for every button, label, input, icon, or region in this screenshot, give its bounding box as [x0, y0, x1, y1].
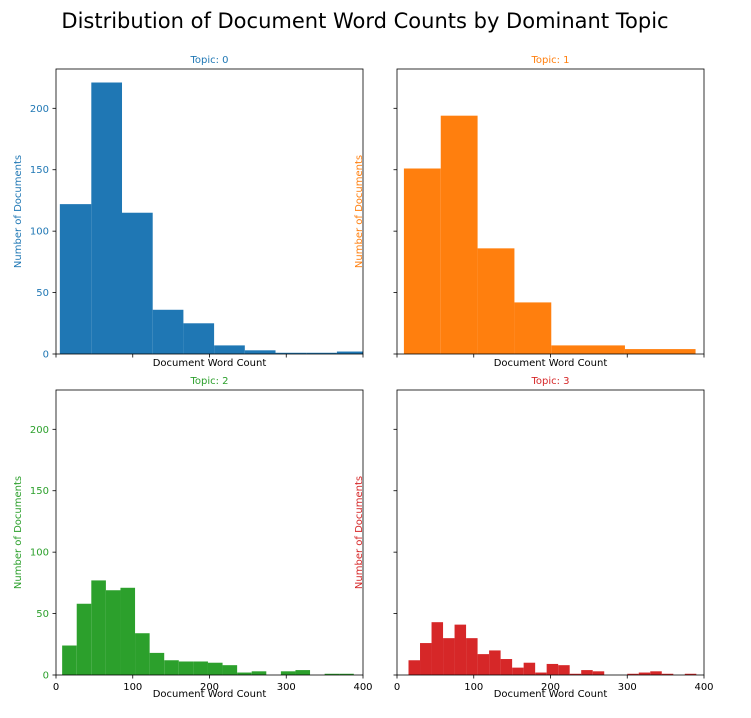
x-tick-label: 200: [541, 682, 560, 693]
y-axis-label: Number of Documents: [354, 476, 365, 589]
histogram-bar: [624, 349, 696, 354]
y-tick-label: 100: [30, 548, 49, 559]
histogram-bar: [523, 662, 536, 675]
histogram-bar: [193, 661, 208, 675]
histogram-bar: [59, 204, 92, 354]
histogram-bar: [420, 643, 432, 675]
histogram-bar: [91, 580, 106, 675]
histogram-bar: [105, 590, 121, 675]
histogram-bar: [336, 351, 363, 354]
x-axis-label: Document Word Count: [153, 689, 267, 700]
histogram-bar: [122, 212, 153, 354]
histogram-bar: [135, 633, 150, 675]
histogram-bar: [546, 663, 559, 675]
y-tick-label: 50: [36, 288, 49, 299]
y-axis-label: Number of Documents: [354, 155, 365, 268]
x-tick-label: 100: [123, 682, 142, 693]
x-axis-label: Document Word Count: [153, 358, 267, 369]
y-tick-label: 200: [30, 425, 49, 436]
subplot-title: Topic: 2: [189, 376, 228, 387]
x-tick-label: 0: [394, 682, 400, 693]
subplot-topic-0: 0 50 100 150 200 Topic: 0 Document Word Count N…: [13, 55, 364, 369]
histogram-bar: [244, 350, 276, 354]
histogram-bars: [62, 580, 354, 675]
histogram-bar: [207, 662, 223, 675]
x-tick-label: 100: [464, 682, 483, 693]
histogram-bar: [164, 660, 179, 675]
histogram-bars: [59, 82, 363, 354]
histogram-bar: [403, 168, 441, 354]
y-axis-label: Number of Documents: [13, 155, 24, 268]
y-tick-label: 100: [30, 227, 49, 238]
histogram-bar: [638, 672, 651, 675]
histogram-bar: [408, 660, 421, 675]
histogram-bar: [477, 654, 490, 675]
histogram-bar: [514, 302, 552, 354]
histogram-bar: [477, 248, 515, 354]
y-tick-label: 0: [43, 671, 49, 682]
x-axis-label: Document Word Count: [494, 689, 608, 700]
y-tick-label: 150: [30, 165, 49, 176]
histogram-bar: [183, 323, 215, 354]
histogram-bar: [512, 667, 524, 675]
x-tick-label: 300: [277, 682, 296, 693]
subplot-title: Topic: 3: [530, 376, 569, 387]
histogram-bar: [62, 645, 77, 675]
histogram-bar: [627, 673, 639, 675]
histogram-bar: [569, 673, 582, 675]
x-tick-label: 300: [618, 682, 637, 693]
histogram-bar: [324, 673, 340, 675]
subplot-topic-1: Topic: 1 Document Word Count Number of Doc…: [354, 55, 705, 369]
figure-title: Distribution of Document Word Counts by …: [61, 9, 668, 33]
histogram-bar: [280, 671, 296, 675]
histogram-bar: [178, 661, 194, 675]
histogram-bar: [650, 671, 662, 675]
y-tick-label: 150: [30, 486, 49, 497]
histogram-bar: [489, 650, 501, 675]
histogram-bar: [431, 622, 444, 675]
subplot-topic-3: 0 100 200 300 400 Topic: 3 Document Word Count…: [354, 376, 714, 700]
histogram-bar: [684, 673, 697, 675]
x-tick-label: 0: [53, 682, 59, 693]
histogram-bar: [295, 670, 311, 675]
histogram-bar: [149, 652, 165, 675]
subplot-title: Topic: 1: [530, 55, 569, 66]
histogram-bar: [592, 671, 605, 675]
x-axis-label: Document Word Count: [494, 358, 608, 369]
histogram-bar: [76, 603, 92, 675]
histogram-bar: [440, 115, 478, 355]
histogram-bar: [237, 672, 252, 675]
histogram-bar: [120, 587, 136, 675]
histogram-bars: [408, 622, 697, 675]
histogram-bar: [275, 352, 307, 354]
histogram-bar: [91, 82, 123, 354]
y-tick-label: 0: [43, 350, 49, 361]
y-axis-label: Number of Documents: [13, 476, 24, 589]
histogram-bar: [222, 665, 238, 675]
histogram-bar: [152, 309, 184, 354]
histogram-bar: [500, 659, 513, 675]
y-tick-label: 200: [30, 104, 49, 115]
histogram-bar: [443, 638, 455, 675]
histogram-bar: [306, 352, 337, 354]
histogram-bar: [581, 670, 593, 675]
histogram-bars: [403, 115, 696, 355]
x-tick-label: 400: [353, 682, 372, 693]
histogram-bar: [454, 624, 467, 675]
histogram-bar: [661, 673, 674, 675]
y-tick-label: 50: [36, 609, 49, 620]
histogram-bar: [339, 673, 354, 675]
subplot-topic-2: 0 100 200 300 400 0 50 100 150 200 Topic: 2 Documen…: [13, 376, 373, 700]
x-tick-label: 200: [200, 682, 219, 693]
histogram-bar: [551, 345, 625, 354]
histogram-bar: [466, 638, 478, 675]
subplot-title: Topic: 0: [189, 55, 228, 66]
histogram-bar: [251, 671, 267, 675]
histogram-bar: [214, 345, 245, 354]
histogram-bar: [535, 672, 547, 675]
x-tick-label: 400: [694, 682, 713, 693]
histogram-bar: [558, 665, 570, 675]
